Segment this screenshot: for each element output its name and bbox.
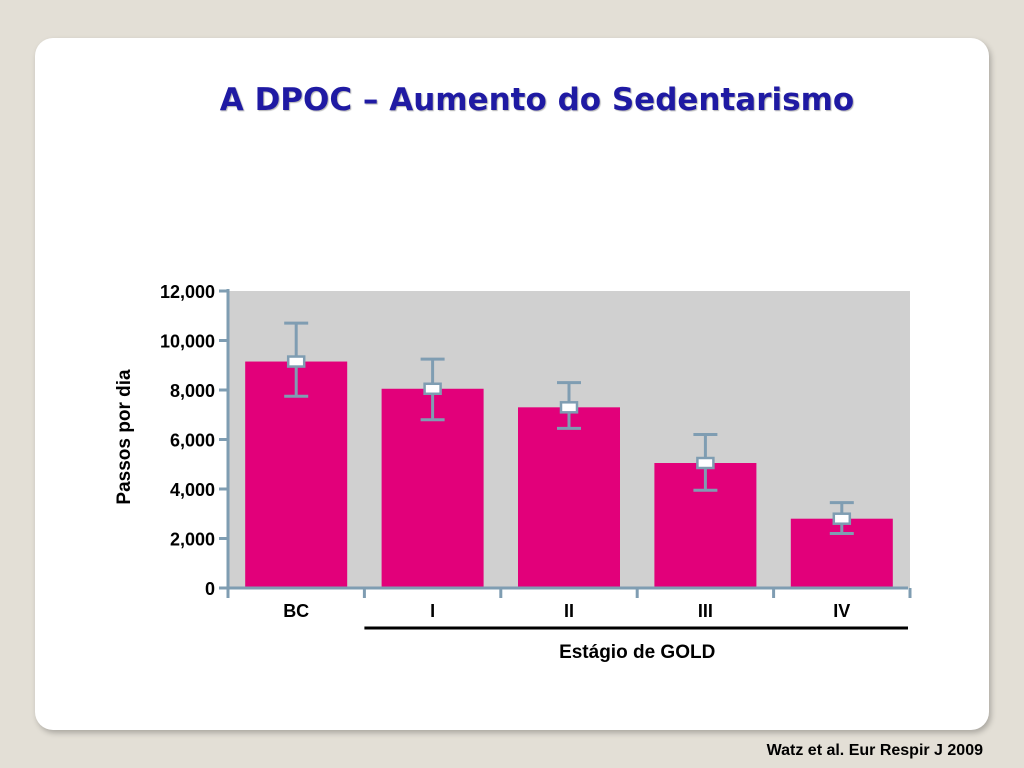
y-tick-label: 4,000 [170,480,215,500]
bar-ii [518,407,620,588]
mean-marker [286,355,306,368]
x-tick-label: II [564,601,574,621]
x-tick-label: III [698,601,713,621]
mean-marker [559,401,579,414]
y-tick-label: 6,000 [170,431,215,451]
x-axis-label: Estágio de GOLD [559,642,715,663]
x-tick-label: I [430,601,435,621]
mean-marker [832,512,852,525]
slide-title: A DPOC – Aumento do Sedentarismo [219,82,855,118]
mean-marker [423,382,442,396]
y-axis-label: Passos por dia [114,369,135,505]
y-tick-label: 10,000 [160,332,215,352]
x-tick-label: IV [833,601,850,621]
mean-marker [696,456,715,470]
bar-bc [245,361,348,588]
y-tick-label: 12,000 [160,282,215,302]
y-tick-label: 0 [205,579,215,599]
y-tick-label: 8,000 [170,381,215,401]
bar-i [381,388,484,588]
y-tick-label: 2,000 [170,530,215,550]
x-tick-label: BC [283,601,309,621]
citation: Watz et al. Eur Respir J 2009 [766,742,983,759]
